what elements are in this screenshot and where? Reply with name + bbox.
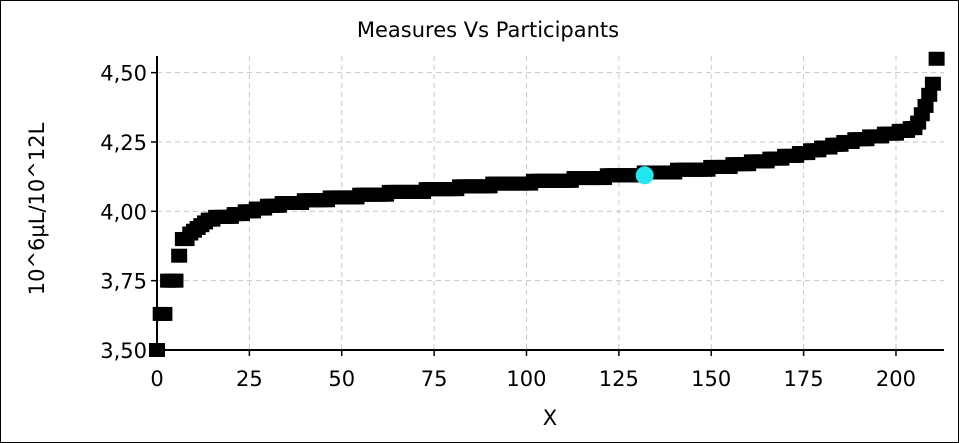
grid bbox=[156, 56, 944, 351]
x-tick-label: 0 bbox=[150, 367, 163, 391]
x-tick-label: 75 bbox=[421, 367, 448, 391]
x-axis-ticks: 0 25 50 75 100 125 150 175 200 bbox=[150, 350, 916, 391]
y-tick-label: 3,50 bbox=[100, 339, 147, 363]
y-axis-title: 10^6µL/10^12L bbox=[25, 122, 49, 295]
axes bbox=[153, 56, 944, 354]
data-point bbox=[167, 273, 184, 288]
y-axis-ticks: 3,50 3,75 4,00 4,25 4,50 bbox=[100, 62, 157, 363]
chart-title: Measures Vs Participants bbox=[357, 18, 619, 42]
x-tick-label: 100 bbox=[506, 367, 546, 391]
x-tick-label: 50 bbox=[328, 367, 355, 391]
data-point bbox=[171, 248, 188, 263]
y-tick-label: 4,00 bbox=[100, 200, 147, 224]
data-point bbox=[917, 98, 934, 113]
data-point bbox=[921, 87, 938, 102]
data-point bbox=[924, 76, 941, 91]
x-tick-label: 175 bbox=[784, 367, 824, 391]
y-tick-label: 4,25 bbox=[100, 131, 147, 155]
highlight-layer bbox=[635, 166, 654, 185]
x-tick-label: 200 bbox=[876, 367, 916, 391]
y-tick-label: 3,75 bbox=[100, 270, 147, 294]
highlighted-point[interactable] bbox=[635, 166, 654, 185]
x-tick-label: 125 bbox=[599, 367, 639, 391]
x-axis-title: X bbox=[543, 406, 557, 430]
x-tick-label: 150 bbox=[691, 367, 731, 391]
x-tick-label: 25 bbox=[236, 367, 263, 391]
data-point bbox=[156, 306, 173, 321]
y-tick-label: 4,50 bbox=[100, 62, 147, 86]
data-points bbox=[149, 51, 945, 357]
data-point bbox=[928, 51, 945, 66]
